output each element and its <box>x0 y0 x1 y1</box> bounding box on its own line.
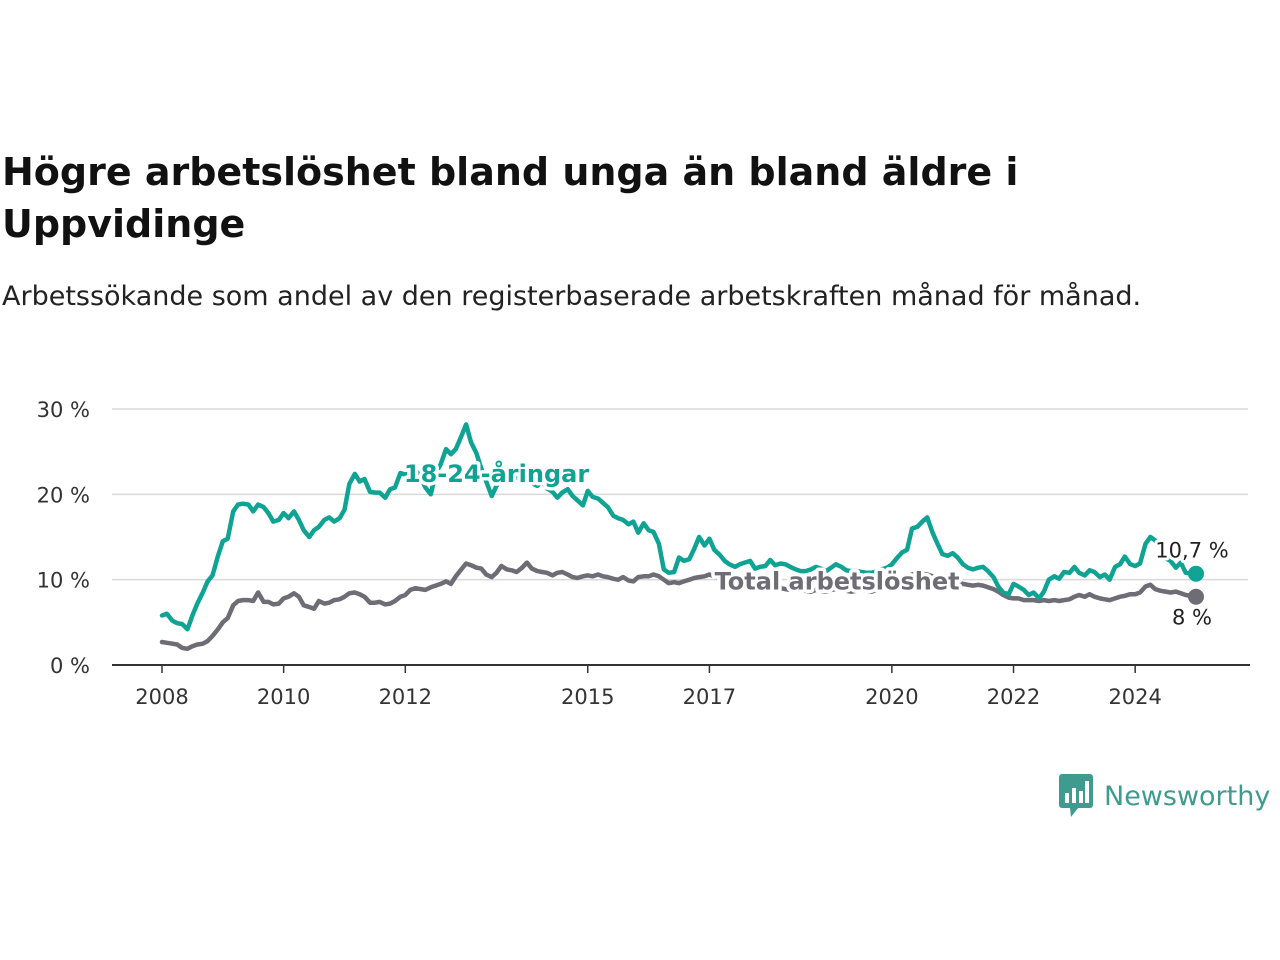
brand-name: Newsworthy <box>1104 780 1271 812</box>
x-tick-label-5: 2020 <box>865 685 918 709</box>
end-label-halo-0: 10,7 % <box>1155 539 1228 563</box>
x-tick-label-3: 2015 <box>561 685 614 709</box>
x-tick-label-7: 2024 <box>1108 685 1161 709</box>
chart-subtitle: Arbetssökande som andel av den registerb… <box>2 281 1142 312</box>
series-end-point-0 <box>1188 565 1204 582</box>
series-label-0: 18-24-åringar <box>404 459 589 488</box>
series-label-halo-1: Total arbetslöshet <box>715 567 960 595</box>
end-value-label-1: 8 % <box>1172 606 1212 630</box>
x-tick-label-0: 2008 <box>135 685 188 709</box>
brand-logo: Newsworthy <box>1058 773 1270 819</box>
y-tick-label-0: 0 % <box>50 654 90 678</box>
x-tick-label-1: 2010 <box>257 685 310 709</box>
newsworthy-logo-icon <box>1059 774 1093 817</box>
end-value-label-0: 10,7 % <box>1155 539 1228 563</box>
series-label-1: Total arbetslöshet <box>715 567 960 595</box>
chart-title: Högre arbetslöshet bland unga än bland ä… <box>2 150 1019 246</box>
y-tick-label-1: 10 % <box>37 569 90 593</box>
x-tick-label-2: 2012 <box>379 685 432 709</box>
y-tick-label-3: 30 % <box>37 398 90 422</box>
x-tick-label-4: 2017 <box>683 685 736 709</box>
series-line-0 <box>159 422 1199 632</box>
y-tick-label-2: 20 % <box>37 483 90 507</box>
series-label-halo-0: 18-24-åringar <box>404 459 589 488</box>
x-tick-label-6: 2022 <box>987 685 1040 709</box>
end-label-halo-1: 8 % <box>1172 606 1212 630</box>
line-chart: 0 % 10 % 20 % 30 % 2008 2010 2012 2015 2017 2020 2… <box>37 398 1250 709</box>
series-line-1 <box>159 560 1199 652</box>
series-end-point-1 <box>1188 588 1204 605</box>
